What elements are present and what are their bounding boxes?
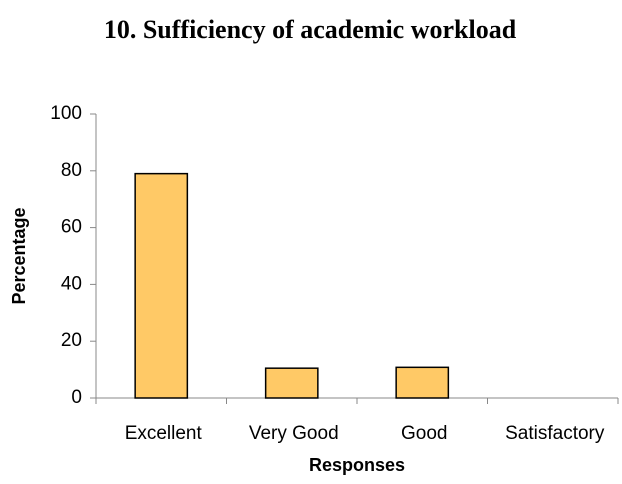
x-tick-label: Satisfactory xyxy=(505,423,605,444)
y-tick-label: 60 xyxy=(61,217,82,238)
y-tick-label: 80 xyxy=(61,160,82,181)
y-axis-title: Percentage xyxy=(9,207,29,304)
bar xyxy=(395,366,450,399)
x-tick-label: Excellent xyxy=(125,423,203,444)
chart-title: 10. Sufficiency of academic workload xyxy=(104,15,517,44)
x-tick-label: Good xyxy=(401,423,447,444)
bar xyxy=(134,172,189,399)
y-tick-label: 100 xyxy=(50,103,82,124)
x-tick-label: Very Good xyxy=(249,423,339,444)
y-tick-label: 20 xyxy=(61,330,82,351)
y-tick-label: 0 xyxy=(71,387,82,408)
bar xyxy=(264,367,319,399)
y-tick-label: 40 xyxy=(61,273,82,294)
x-axis-title: Responses xyxy=(309,455,405,475)
